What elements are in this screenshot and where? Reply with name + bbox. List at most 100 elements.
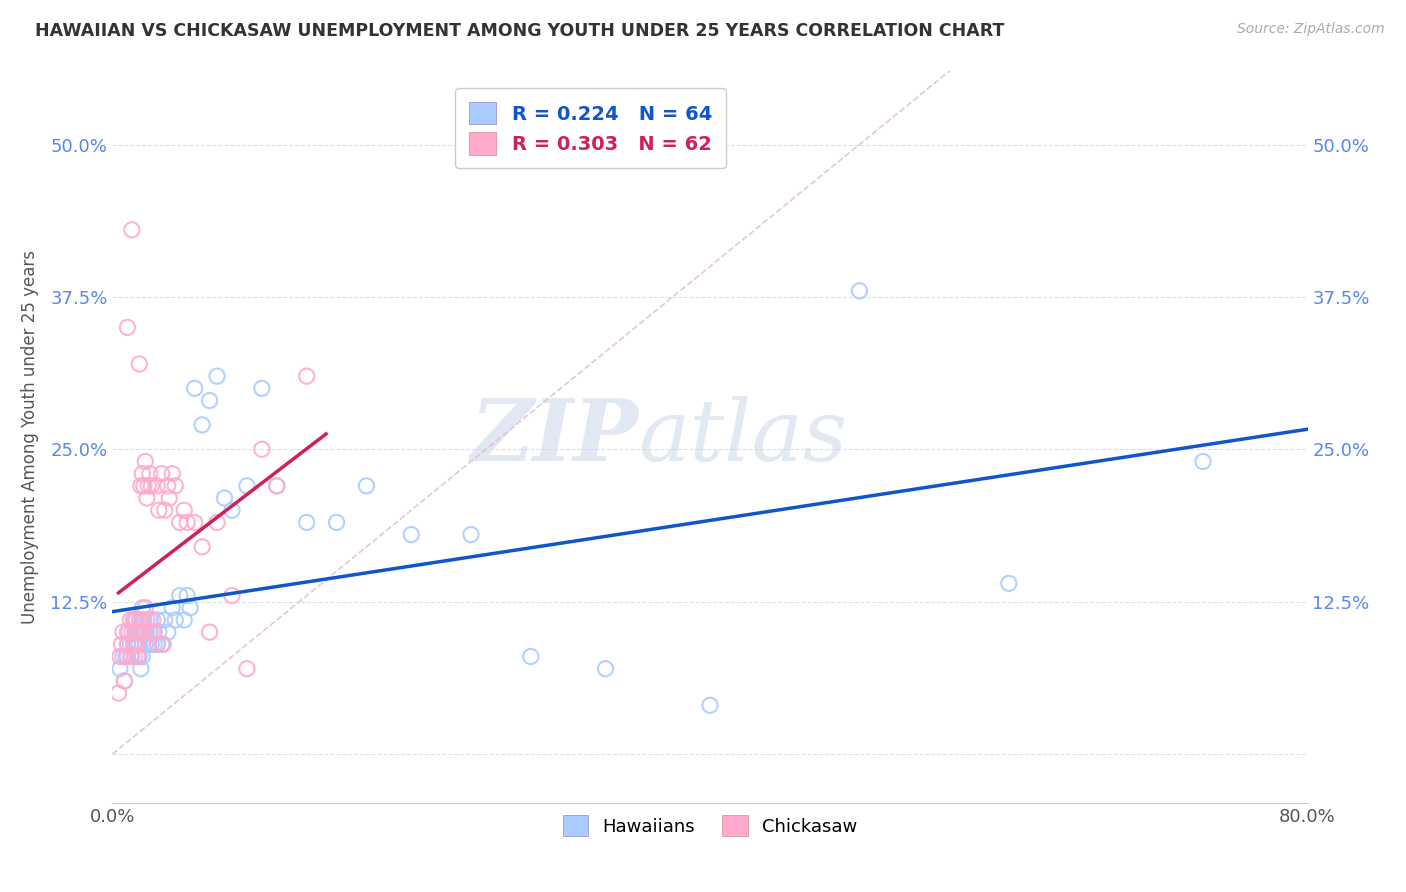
Point [118, 625, 141, 640]
Point [148, 503, 170, 517]
Point [236, 662, 259, 676]
Point [122, 613, 145, 627]
Point [128, 625, 150, 640]
Point [111, 625, 134, 640]
Point [124, 637, 146, 651]
Point [998, 576, 1021, 591]
Point [134, 454, 156, 468]
Point [848, 284, 870, 298]
Point [169, 589, 191, 603]
Point [214, 491, 236, 505]
Point [146, 637, 169, 651]
Point [176, 516, 198, 530]
Point [205, 369, 228, 384]
Legend: Hawaiians, Chickasaw: Hawaiians, Chickasaw [554, 806, 866, 845]
Point [191, 540, 214, 554]
Point [128, 649, 150, 664]
Point [153, 503, 176, 517]
Point [236, 479, 259, 493]
Point [117, 637, 139, 651]
Point [183, 381, 205, 395]
Point [146, 613, 169, 627]
Point [111, 649, 134, 664]
Point [129, 662, 152, 676]
Point [132, 625, 155, 640]
Point [135, 491, 157, 505]
Point [157, 491, 180, 505]
Point [125, 613, 148, 627]
Point [179, 600, 201, 615]
Point [134, 637, 156, 651]
Point [128, 637, 150, 651]
Point [134, 600, 156, 615]
Point [135, 613, 157, 627]
Point [325, 516, 347, 530]
Point [129, 613, 152, 627]
Point [121, 625, 143, 640]
Point [135, 625, 157, 640]
Point [124, 625, 146, 640]
Point [120, 649, 142, 664]
Point [132, 613, 155, 627]
Point [125, 637, 148, 651]
Text: Source: ZipAtlas.com: Source: ZipAtlas.com [1237, 22, 1385, 37]
Point [1192, 454, 1215, 468]
Point [460, 527, 482, 541]
Text: ZIP: ZIP [471, 395, 638, 479]
Point [162, 467, 183, 481]
Point [124, 637, 146, 651]
Point [520, 649, 543, 664]
Point [127, 637, 149, 651]
Point [117, 649, 139, 664]
Point [131, 467, 153, 481]
Point [127, 649, 149, 664]
Point [221, 589, 243, 603]
Point [124, 613, 146, 627]
Point [176, 589, 198, 603]
Point [121, 223, 143, 237]
Point [148, 625, 170, 640]
Point [169, 516, 191, 530]
Point [146, 637, 169, 651]
Point [108, 662, 131, 676]
Point [132, 479, 155, 493]
Point [141, 637, 163, 651]
Point [165, 613, 187, 627]
Point [198, 393, 221, 408]
Point [699, 698, 721, 713]
Point [141, 479, 163, 493]
Text: atlas: atlas [638, 396, 848, 478]
Point [173, 613, 195, 627]
Point [139, 625, 162, 640]
Point [266, 479, 288, 493]
Point [129, 479, 152, 493]
Point [128, 613, 150, 627]
Y-axis label: Unemployment Among Youth under 25 years: Unemployment Among Youth under 25 years [21, 250, 39, 624]
Point [139, 467, 162, 481]
Point [150, 467, 173, 481]
Point [156, 625, 179, 640]
Point [356, 479, 378, 493]
Point [205, 516, 228, 530]
Point [142, 625, 165, 640]
Point [129, 625, 152, 640]
Point [120, 637, 142, 651]
Point [131, 613, 153, 627]
Point [153, 613, 176, 627]
Point [131, 625, 153, 640]
Point [143, 637, 166, 651]
Point [173, 503, 195, 517]
Point [131, 649, 153, 664]
Point [152, 637, 174, 651]
Point [146, 479, 169, 493]
Point [114, 673, 135, 688]
Point [139, 625, 162, 640]
Point [117, 625, 139, 640]
Point [131, 600, 153, 615]
Point [110, 637, 132, 651]
Point [156, 479, 179, 493]
Point [295, 516, 318, 530]
Point [295, 369, 318, 384]
Point [162, 600, 183, 615]
Point [127, 649, 149, 664]
